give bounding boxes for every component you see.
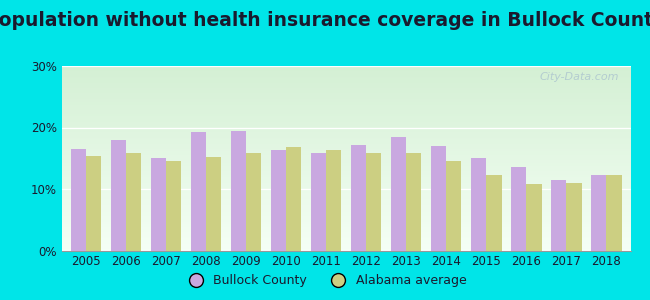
Bar	[246, 153, 261, 250]
Bar	[351, 145, 366, 250]
Bar	[431, 146, 447, 250]
Legend: Bullock County, Alabama average: Bullock County, Alabama average	[178, 269, 472, 292]
Bar	[231, 131, 246, 250]
Bar	[447, 161, 461, 250]
Bar	[311, 153, 326, 250]
Bar	[206, 157, 221, 250]
Bar	[86, 156, 101, 250]
Bar	[271, 150, 286, 250]
Text: City-Data.com: City-Data.com	[540, 71, 619, 82]
Bar	[366, 153, 382, 250]
Bar	[486, 176, 502, 250]
Bar	[166, 161, 181, 250]
Bar	[126, 153, 141, 250]
Bar	[471, 158, 486, 250]
Bar	[526, 184, 541, 250]
Bar	[511, 167, 526, 250]
Bar	[592, 176, 606, 250]
Bar	[71, 149, 86, 250]
Bar	[190, 132, 206, 250]
Bar	[286, 147, 301, 250]
Text: Population without health insurance coverage in Bullock County: Population without health insurance cove…	[0, 11, 650, 29]
Bar	[606, 176, 621, 250]
Bar	[326, 150, 341, 250]
Bar	[111, 140, 126, 250]
Bar	[151, 158, 166, 250]
Bar	[406, 153, 421, 250]
Bar	[391, 137, 406, 250]
Bar	[566, 183, 582, 250]
Bar	[551, 180, 566, 250]
